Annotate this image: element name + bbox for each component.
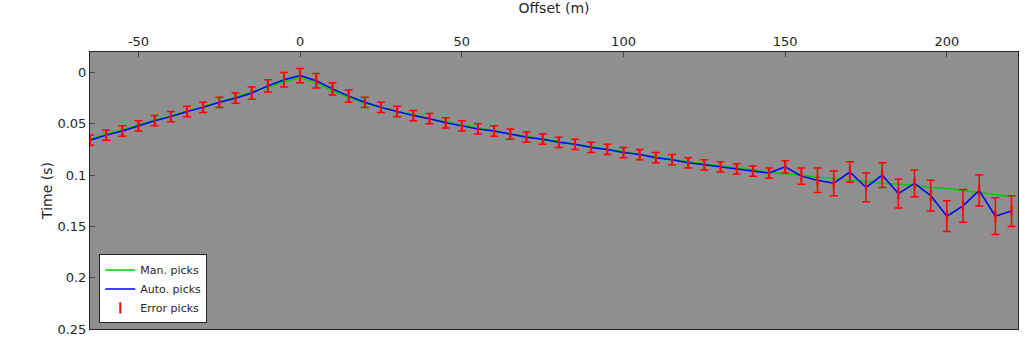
svg-text:0.2: 0.2 (66, 270, 87, 285)
svg-text:Man. picks: Man. picks (140, 264, 199, 277)
svg-text:-50: -50 (128, 34, 149, 49)
svg-text:Time (s): Time (s) (39, 162, 55, 220)
svg-text:Auto. picks: Auto. picks (140, 283, 201, 296)
svg-text:100: 100 (611, 34, 636, 49)
svg-text:0.15: 0.15 (57, 219, 86, 234)
svg-text:0: 0 (78, 65, 86, 80)
svg-text:150: 150 (773, 34, 798, 49)
svg-text:Offset (m): Offset (m) (518, 0, 589, 16)
svg-text:200: 200 (934, 34, 959, 49)
svg-text:Error picks: Error picks (140, 302, 199, 315)
svg-text:0.25: 0.25 (57, 322, 86, 337)
svg-text:50: 50 (454, 34, 471, 49)
svg-text:0: 0 (296, 34, 304, 49)
svg-text:0.05: 0.05 (57, 116, 86, 131)
svg-text:0.1: 0.1 (66, 168, 87, 183)
